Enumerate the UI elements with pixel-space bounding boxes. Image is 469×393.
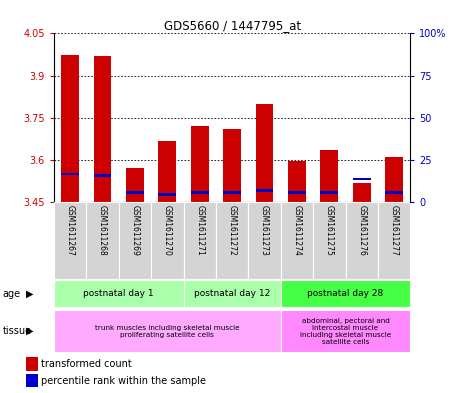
Text: GSM1611275: GSM1611275	[325, 205, 334, 255]
Bar	[86, 202, 119, 279]
Bar	[94, 174, 112, 177]
Bar	[183, 202, 216, 279]
Text: ▶: ▶	[26, 326, 33, 336]
Bar	[26, 374, 38, 387]
Text: abdominal, pectoral and
intercostal muscle
including skeletal muscle
satellite c: abdominal, pectoral and intercostal musc…	[300, 318, 391, 345]
Bar	[346, 202, 378, 279]
Text: GSM1611271: GSM1611271	[195, 205, 204, 255]
Bar	[288, 191, 306, 194]
Text: GSM1611273: GSM1611273	[260, 205, 269, 255]
Bar	[191, 126, 209, 202]
Bar	[256, 104, 273, 202]
Text: trunk muscles including skeletal muscle
proliferating satellite cells: trunk muscles including skeletal muscle …	[95, 325, 240, 338]
Bar	[385, 191, 403, 194]
Bar	[126, 191, 144, 194]
Text: GSM1611272: GSM1611272	[227, 205, 237, 255]
Bar	[26, 358, 38, 371]
Text: GSM1611270: GSM1611270	[163, 205, 172, 255]
Text: percentile rank within the sample: percentile rank within the sample	[41, 376, 206, 386]
Bar	[61, 55, 79, 202]
Bar	[281, 280, 410, 307]
Bar	[54, 202, 86, 279]
Bar	[281, 202, 313, 279]
Bar	[353, 178, 371, 180]
Bar	[320, 150, 338, 202]
Bar	[216, 202, 249, 279]
Bar	[256, 189, 273, 192]
Bar	[223, 129, 241, 202]
Text: GSM1611276: GSM1611276	[357, 205, 366, 255]
Text: age: age	[2, 289, 21, 299]
Text: postnatal day 12: postnatal day 12	[194, 289, 270, 298]
Text: GSM1611277: GSM1611277	[390, 205, 399, 255]
Bar	[249, 202, 281, 279]
Bar	[320, 191, 338, 194]
Text: postnatal day 28: postnatal day 28	[308, 289, 384, 298]
Bar	[151, 202, 183, 279]
Bar	[281, 310, 410, 352]
Bar	[353, 183, 371, 202]
Text: tissue: tissue	[2, 326, 31, 336]
Bar	[126, 168, 144, 202]
Text: postnatal day 1: postnatal day 1	[83, 289, 154, 298]
Text: GSM1611268: GSM1611268	[98, 205, 107, 255]
Bar	[159, 193, 176, 196]
Text: GSM1611269: GSM1611269	[130, 205, 139, 255]
Bar	[159, 141, 176, 202]
Bar	[183, 280, 281, 307]
Bar	[54, 310, 281, 352]
Bar	[313, 202, 346, 279]
Text: transformed count: transformed count	[41, 359, 132, 369]
Bar	[288, 161, 306, 202]
Bar	[223, 191, 241, 194]
Bar	[119, 202, 151, 279]
Title: GDS5660 / 1447795_at: GDS5660 / 1447795_at	[164, 19, 301, 32]
Text: GSM1611267: GSM1611267	[66, 205, 75, 255]
Text: ▶: ▶	[26, 289, 33, 299]
Bar	[61, 173, 79, 175]
Bar	[378, 202, 410, 279]
Bar	[385, 157, 403, 202]
Text: GSM1611274: GSM1611274	[293, 205, 302, 255]
Bar	[191, 191, 209, 194]
Bar	[94, 56, 112, 202]
Bar	[54, 280, 183, 307]
